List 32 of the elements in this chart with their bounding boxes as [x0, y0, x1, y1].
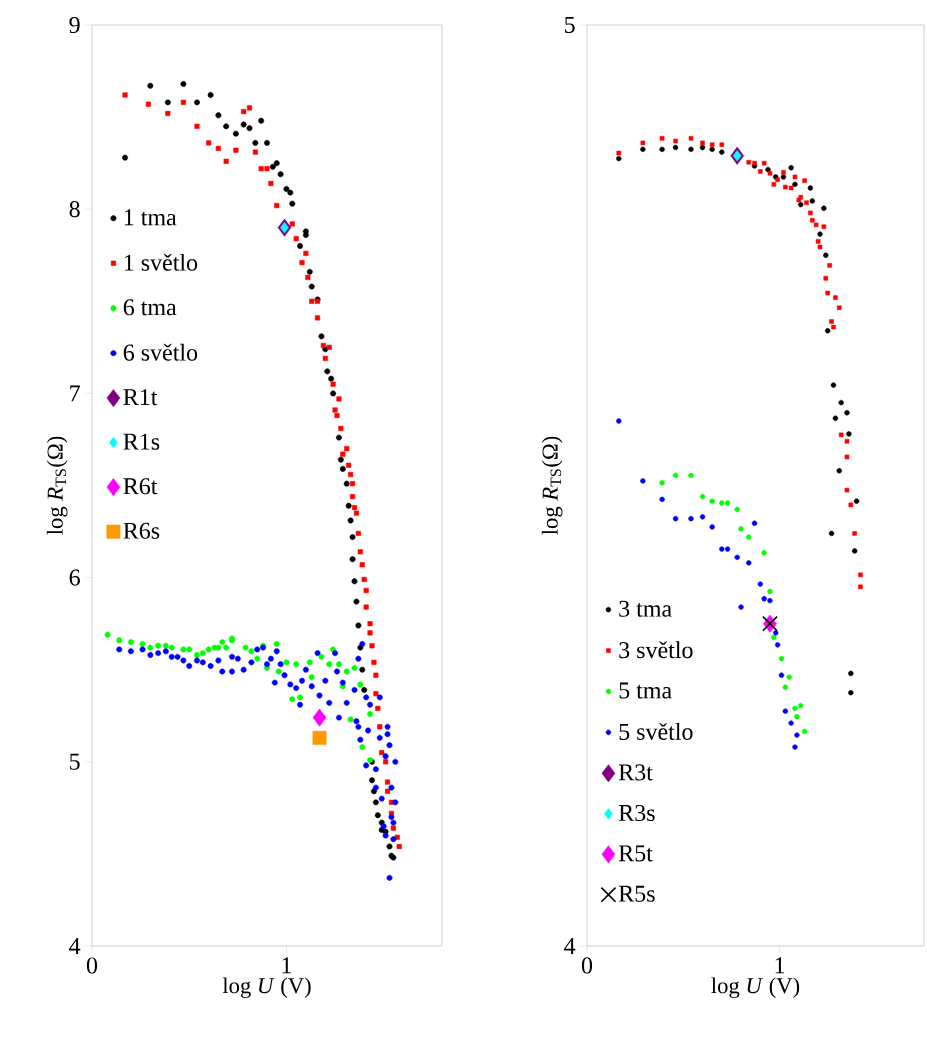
y-tick-label: 4: [564, 938, 576, 954]
x-tick-label: 1: [775, 957, 785, 974]
x-tick-label: 0: [86, 957, 98, 974]
y-axis-title: log R$_{TS}$(Ω): [541, 436, 563, 535]
legend-label: R6s: [123, 522, 160, 539]
x-tick-label: 0: [581, 957, 593, 974]
legend-label: 6 tma: [123, 299, 177, 316]
y-tick-label: 4: [69, 938, 81, 954]
legend-label: 5 tma: [619, 682, 672, 699]
legend-label: 1 světlo: [124, 253, 198, 271]
y-tick-label: 7: [70, 385, 80, 402]
x-axis-title: log U (V): [711, 977, 800, 999]
legend-label: R3t: [618, 764, 653, 781]
x-tick-label: 1: [282, 957, 291, 974]
legend-label: 6 světlo: [123, 343, 198, 361]
y-axis-title: log R$_{TS}$(Ω): [46, 436, 68, 535]
legend-label: R5t: [618, 845, 653, 862]
y-tick-label: 6: [69, 569, 80, 586]
legend-label: R1s: [123, 433, 160, 450]
y-tick-label: 9: [69, 16, 80, 34]
y-tick-label: 5: [565, 17, 575, 33]
y-tick-label: 5: [70, 753, 80, 770]
legend-label: R5s: [618, 885, 655, 902]
y-tick-label: 8: [69, 201, 80, 218]
x-axis-title: log U (V): [222, 977, 311, 999]
legend-label: 1 tma: [124, 209, 177, 226]
legend-label: R6t: [123, 478, 158, 495]
legend-label: R1t: [123, 389, 158, 406]
legend-label: 3 světlo: [619, 641, 693, 659]
legend-label: 5 světlo: [619, 722, 693, 740]
legend-label: R3s: [618, 804, 655, 822]
legend-label: 3 tma: [619, 600, 672, 617]
